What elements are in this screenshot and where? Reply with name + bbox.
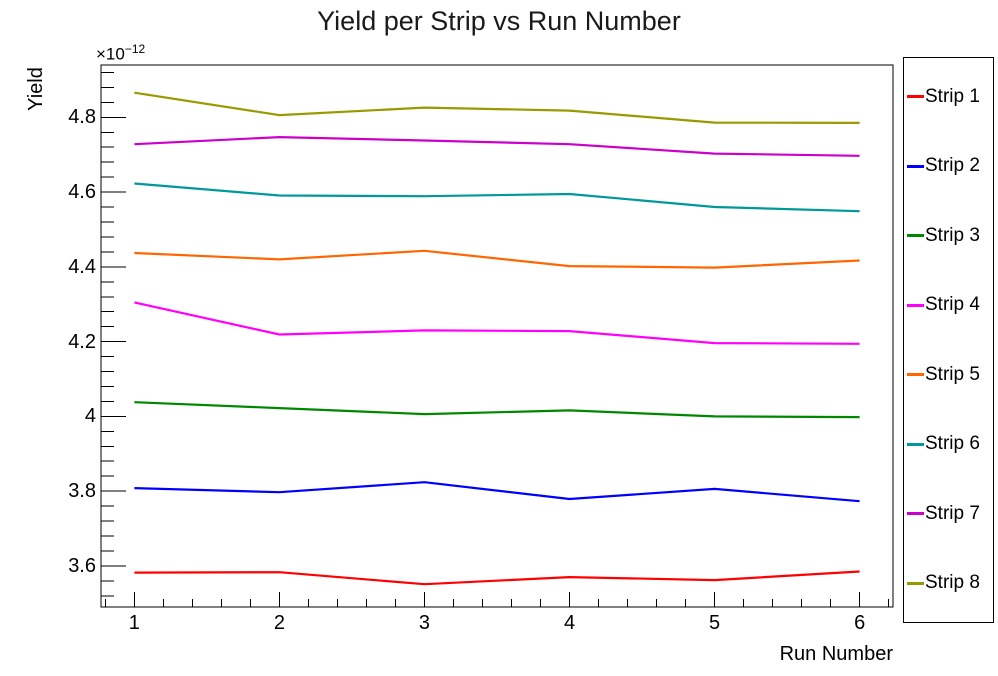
x-tick-label: 6 <box>854 612 866 634</box>
legend-item-strip-8: Strip 8 <box>907 572 993 594</box>
x-tick-label: 1 <box>128 612 140 634</box>
series-line-strip-5 <box>134 249 860 269</box>
legend-item-strip-3: Strip 3 <box>907 225 993 247</box>
series-line-strip-8 <box>134 91 860 124</box>
series-line-strip-2 <box>134 481 860 503</box>
legend-item-strip-2: Strip 2 <box>907 155 993 177</box>
x-tick-label: 4 <box>563 612 576 634</box>
y-tick-label: 3.6 <box>68 554 96 577</box>
legend-swatch-icon <box>907 373 924 377</box>
legend-swatch-icon <box>907 581 924 585</box>
legend-item-strip-1: Strip 1 <box>907 86 993 108</box>
plot-frame <box>100 64 894 608</box>
x-axis-title: Run Number <box>779 643 893 665</box>
x-tick-label: 3 <box>418 612 431 634</box>
y-tick-label: 4.4 <box>68 255 96 278</box>
legend-item-strip-4: Strip 4 <box>907 294 993 316</box>
x-tick-label: 5 <box>709 612 721 634</box>
legend-swatch-icon <box>907 512 924 516</box>
chart-title: Yield per Strip vs Run Number <box>317 6 681 36</box>
x-tick-label: 2 <box>273 612 285 634</box>
legend-box: Strip 1 Strip 2 Strip 3 Strip 4 Strip 5 Strip… <box>903 57 994 623</box>
legend-item-label: Strip 7 <box>925 502 980 524</box>
legend-swatch-icon <box>907 303 924 307</box>
legend-item-label: Strip 8 <box>925 572 980 594</box>
y-axis-exponent-sup: −12 <box>124 42 146 56</box>
legend-item-strip-6: Strip 6 <box>907 433 993 455</box>
y-tick-label: 4.2 <box>68 330 96 353</box>
legend-item-label: Strip 6 <box>925 433 980 455</box>
legend-swatch-icon <box>907 442 924 446</box>
series-line-strip-7 <box>134 135 860 157</box>
legend-item-strip-5: Strip 5 <box>907 364 993 386</box>
legend-item-label: Strip 2 <box>925 155 980 177</box>
y-tick-label: 4 <box>84 405 96 428</box>
y-tick-label: 3.8 <box>68 480 96 503</box>
y-axis-exponent-label: ×10−12 <box>96 42 146 64</box>
series-line-strip-6 <box>134 182 860 213</box>
legend-item-label: Strip 4 <box>925 294 980 316</box>
legend-swatch-icon <box>907 164 924 168</box>
series-line-strip-3 <box>134 401 860 419</box>
series-line-strip-1 <box>134 570 860 586</box>
y-tick-label: 4.8 <box>68 106 96 129</box>
legend-swatch-icon <box>907 95 924 99</box>
y-tick-label: 4.6 <box>68 181 96 204</box>
legend-item-strip-7: Strip 7 <box>907 503 993 525</box>
legend-item-label: Strip 1 <box>925 85 980 107</box>
legend-item-label: Strip 3 <box>925 224 980 246</box>
legend-item-label: Strip 5 <box>925 363 980 385</box>
series-line-strip-4 <box>134 301 860 345</box>
legend-swatch-icon <box>907 234 924 238</box>
